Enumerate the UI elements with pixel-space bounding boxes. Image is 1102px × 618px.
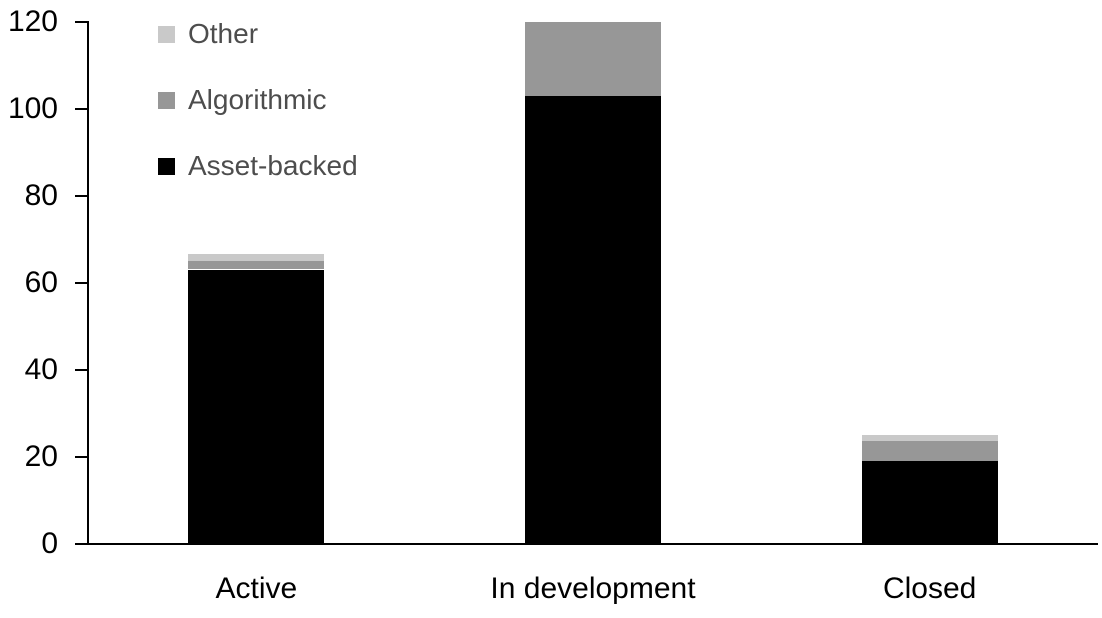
y-tick-label-100: 100: [7, 91, 58, 125]
bar-active-segment-algorithmic: [188, 260, 325, 270]
legend-label-asset-backed: Asset-backed: [188, 150, 358, 181]
bar-closed-segment-asset-backed: [861, 460, 998, 544]
y-tick-mark-40: [75, 368, 88, 371]
legend-label-other: Other: [188, 18, 259, 49]
y-tick-mark-100: [75, 107, 88, 110]
legend: Other Algorithmic Asset-backed: [158, 18, 358, 217]
legend-item-other: Other: [158, 18, 358, 49]
y-tick-mark-80: [75, 194, 88, 197]
x-category-label-active: Active: [215, 572, 298, 605]
x-category-label-closed: Closed: [882, 572, 977, 605]
bar-active-segment-other: [188, 254, 325, 261]
legend-swatch-other: [158, 25, 175, 43]
y-tick-label-80: 80: [24, 178, 58, 212]
y-tick-label-20: 20: [24, 439, 58, 473]
legend-item-algorithmic: Algorithmic: [158, 84, 358, 115]
legend-swatch-asset-backed: [158, 157, 175, 175]
bar-in-development-segment-algorithmic: [525, 21, 661, 96]
y-tick-label-0: 0: [41, 526, 58, 560]
y-axis-line: [87, 21, 89, 544]
bar-active-segment-asset-backed: [188, 269, 325, 544]
bar-closed-segment-algorithmic: [861, 441, 998, 461]
x-category-label-in-development: In development: [490, 572, 696, 605]
bar-closed-segment-other: [861, 434, 998, 442]
legend-swatch-algorithmic: [158, 91, 175, 109]
y-tick-label-40: 40: [24, 352, 58, 386]
y-tick-mark-120: [75, 20, 88, 23]
y-tick-mark-0: [75, 542, 88, 545]
x-axis-line: [87, 543, 1098, 545]
y-tick-mark-20: [75, 455, 88, 458]
legend-item-asset-backed: Asset-backed: [158, 150, 358, 181]
bar-in-development-segment-asset-backed: [525, 95, 661, 544]
y-tick-mark-60: [75, 281, 88, 284]
legend-label-algorithmic: Algorithmic: [188, 84, 327, 115]
y-tick-label-60: 60: [24, 265, 58, 299]
y-tick-label-120: 120: [7, 4, 58, 38]
